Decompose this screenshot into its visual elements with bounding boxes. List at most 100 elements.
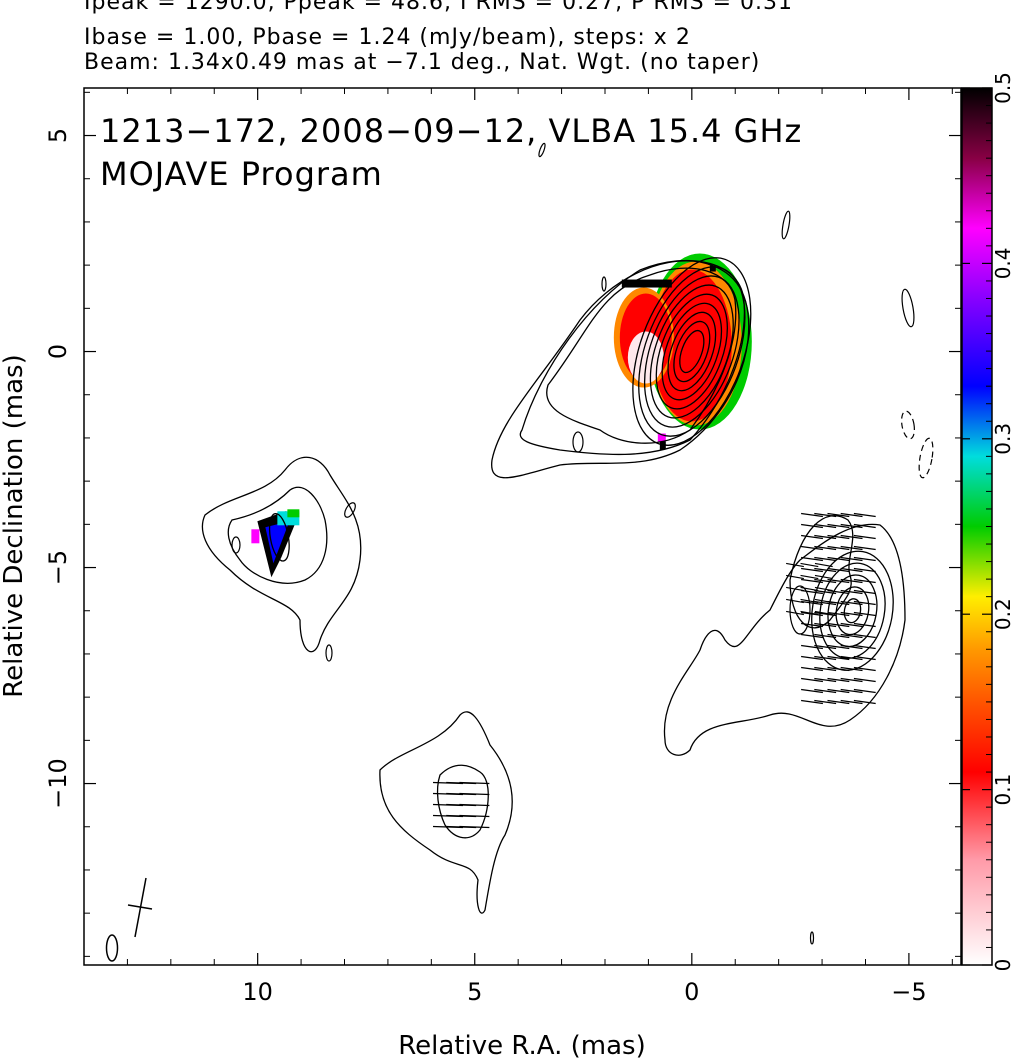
west-evpa <box>801 655 823 661</box>
west-evpa <box>827 556 850 562</box>
west-evpa <box>853 677 876 683</box>
west-evpa <box>827 699 850 705</box>
west-evpa <box>840 611 863 617</box>
west-evpa <box>786 598 804 604</box>
west-evpa <box>840 523 863 529</box>
west-outer-contour <box>663 523 906 756</box>
west-evpa <box>840 556 863 562</box>
west-evpa <box>827 666 850 672</box>
x-tick-label: 0 <box>684 978 699 1006</box>
west-evpa <box>853 633 876 639</box>
west-contour <box>843 598 862 624</box>
knot-south-evpa <box>459 803 490 807</box>
west-contour <box>835 586 870 636</box>
header-line-1: Ipeak = 1290.0, Ppeak = 48.6, I RMS = 0.… <box>84 0 793 15</box>
west-evpa <box>814 644 837 650</box>
core-pol-bottom-pixel-dark <box>659 441 666 450</box>
axis-layer: 10 5 0 −5 5 0 −5 −10 <box>44 88 961 1006</box>
header-line-2: Ibase = 1.00, Pbase = 1.24 (mJy/beam), s… <box>84 25 691 50</box>
knot-east-inner-contour <box>268 512 290 562</box>
core-contour <box>679 329 705 374</box>
west-evpa <box>827 512 850 518</box>
west-evpa <box>840 622 863 628</box>
west-evpa <box>827 523 850 529</box>
west-evpa <box>827 688 850 694</box>
small-contour <box>344 502 356 518</box>
x-axis-label: Relative R.A. (mas) <box>398 1031 645 1060</box>
y-tick-label: −5 <box>44 550 72 585</box>
west-evpa <box>814 578 837 584</box>
west-evpa <box>814 586 833 592</box>
core-pol-top-pixel <box>709 265 716 272</box>
west-evpa <box>800 598 819 604</box>
core-pol-top-edge <box>621 279 672 288</box>
negative-contour <box>901 410 915 440</box>
west-evpa <box>853 556 876 562</box>
polarization-vector-layer <box>432 512 876 829</box>
knot-south-inner-contour <box>436 764 489 839</box>
west-evpa <box>801 699 823 705</box>
knot-east-pol-green <box>287 509 300 518</box>
west-evpa <box>814 622 837 628</box>
west-evpa <box>840 677 863 683</box>
west-evpa <box>800 562 819 568</box>
west-evpa <box>840 578 863 584</box>
west-evpa <box>853 589 876 595</box>
west-evpa <box>814 666 837 672</box>
plot-title: 1213−172, 2008−09−12, VLBA 15.4 GHz <box>100 112 802 150</box>
west-evpa <box>827 545 850 551</box>
west-evpa <box>853 644 876 650</box>
west-evpa <box>827 644 850 650</box>
west-evpa <box>827 622 850 628</box>
beam-cross <box>127 877 153 938</box>
west-evpa <box>800 574 819 580</box>
west-evpa <box>853 534 876 540</box>
x-tick-label: 10 <box>242 978 273 1006</box>
west-evpa <box>801 622 823 628</box>
colorbar-tick-label: 0.2 <box>991 598 1015 630</box>
west-evpa <box>840 534 863 540</box>
west-evpa <box>801 688 823 694</box>
knot-east-small-contour <box>325 644 333 662</box>
small-contour <box>781 210 791 240</box>
west-evpa <box>840 644 863 650</box>
west-evpa <box>801 567 823 573</box>
colorbar-tick-label: 0 <box>991 959 1015 972</box>
west-evpa <box>853 512 876 518</box>
west-evpa <box>853 600 876 606</box>
x-tick-label: −5 <box>891 978 926 1006</box>
west-evpa <box>786 586 804 592</box>
knot-east-pol-magenta <box>251 529 260 544</box>
polarization-color-layer <box>251 253 752 578</box>
west-evpa <box>840 633 863 639</box>
west-evpa <box>840 512 863 518</box>
knot-east-small-contour <box>231 536 241 554</box>
west-evpa <box>814 556 837 562</box>
knot-east-mid-contour <box>227 486 328 584</box>
core-contour <box>667 311 717 392</box>
west-evpa <box>827 677 850 683</box>
jet-contour <box>519 259 746 456</box>
west-evpa <box>801 666 823 672</box>
west-evpa <box>786 610 804 616</box>
knot-east-pol-blue <box>265 521 290 564</box>
west-evpa <box>827 578 850 584</box>
west-evpa <box>814 523 837 529</box>
west-evpa <box>801 600 823 606</box>
core-contour <box>661 302 723 401</box>
west-evpa <box>853 567 876 573</box>
west-evpa <box>827 534 850 540</box>
west-evpa <box>814 534 837 540</box>
west-evpa <box>801 677 823 683</box>
west-evpa <box>814 574 833 580</box>
west-evpa <box>827 567 850 573</box>
y-axis-label: Relative Declination (mas) <box>0 354 29 697</box>
colorbar-tick-label: 0.4 <box>991 247 1015 279</box>
west-evpa <box>801 644 823 650</box>
colorbar-tick-label: 0.5 <box>991 72 1015 104</box>
west-evpa <box>814 655 837 661</box>
west-evpa <box>853 688 876 694</box>
west-evpa <box>853 545 876 551</box>
west-contour <box>819 562 886 659</box>
header-line-3: Beam: 1.34x0.49 mas at −7.1 deg., Nat. W… <box>84 50 761 75</box>
